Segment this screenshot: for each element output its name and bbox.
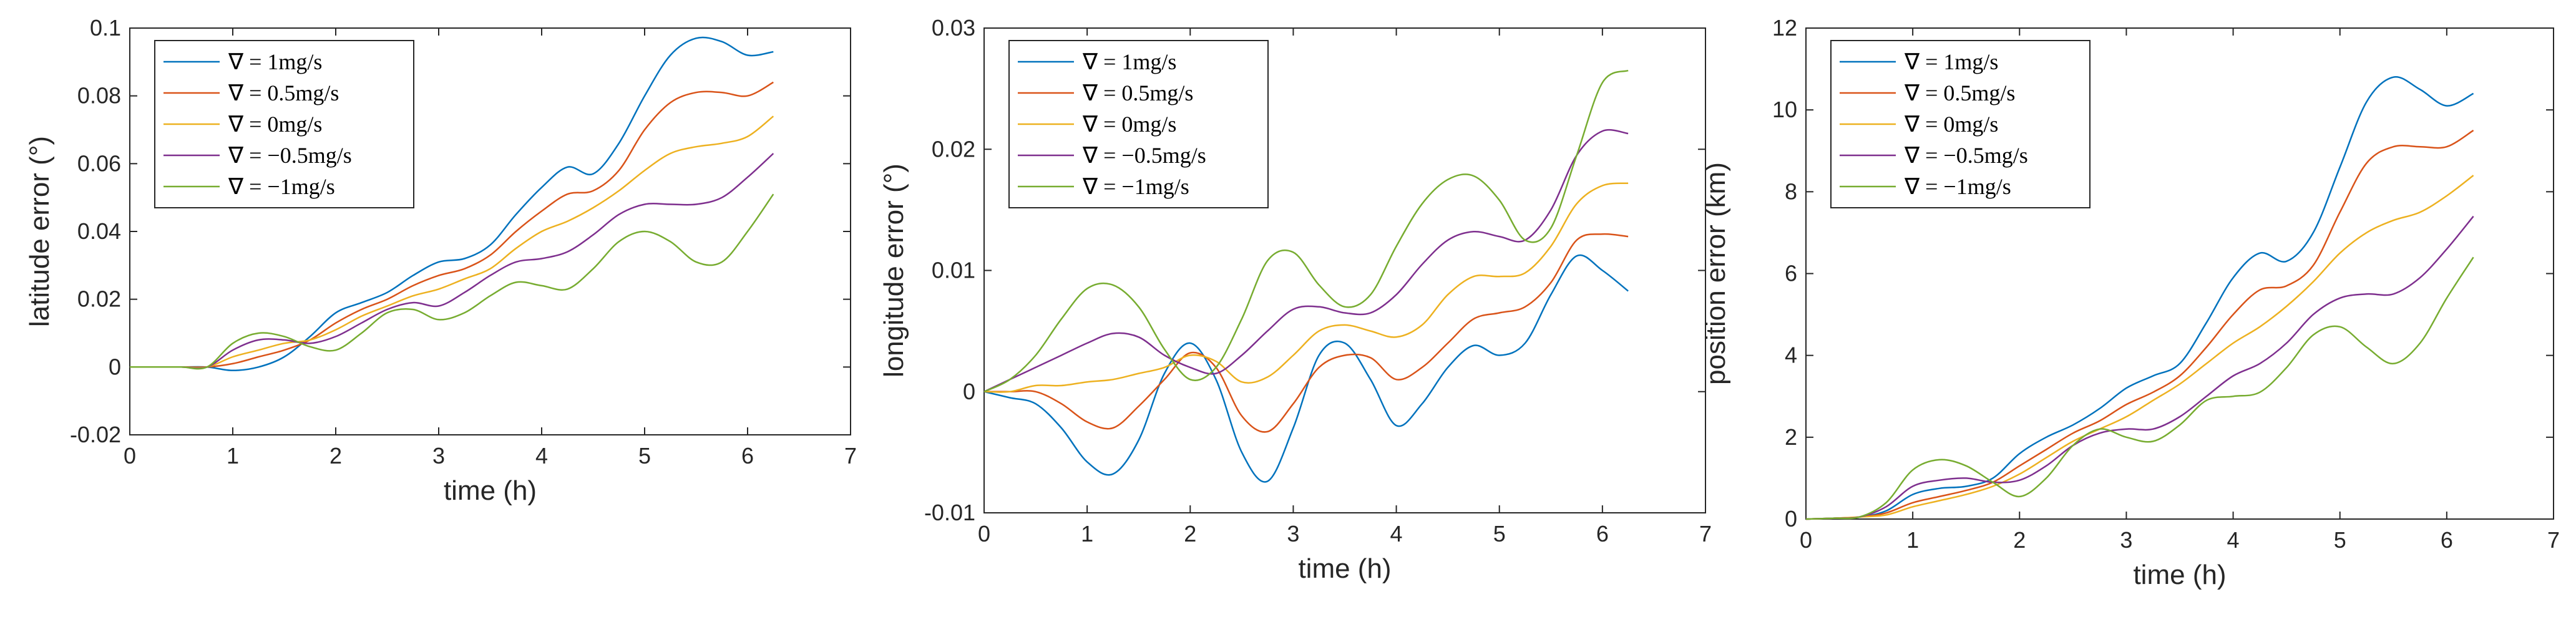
legend-entry-1: ∇ = 1mg/s bbox=[1082, 49, 1176, 74]
y-tick-label: 0.08 bbox=[77, 83, 121, 109]
y-tick-label: 0.1 bbox=[90, 15, 121, 41]
x-axis-label: time (h) bbox=[2133, 560, 2226, 590]
series-line-3 bbox=[130, 115, 774, 369]
series-line-2 bbox=[130, 81, 774, 368]
x-tick-label: 2 bbox=[1184, 521, 1196, 547]
x-tick-label: 7 bbox=[1699, 521, 1712, 547]
x-tick-label: 7 bbox=[844, 443, 857, 469]
x-tick-label: 7 bbox=[2547, 527, 2560, 553]
legend-entry-3: ∇ = 0mg/s bbox=[228, 112, 322, 137]
y-tick-label: 0.02 bbox=[77, 286, 121, 312]
x-tick-label: 6 bbox=[741, 443, 754, 469]
series-line-1 bbox=[983, 254, 1629, 483]
series-line-5 bbox=[1805, 256, 2474, 520]
series-line-4 bbox=[1805, 215, 2474, 520]
x-tick-label: 5 bbox=[1493, 521, 1506, 547]
series-line-1 bbox=[130, 36, 774, 372]
series-line-3 bbox=[1805, 175, 2474, 520]
legend-entry-3: ∇ = 0mg/s bbox=[1904, 112, 1998, 137]
x-axis-label: time (h) bbox=[1298, 553, 1391, 584]
y-tick-label: 4 bbox=[1785, 343, 1797, 368]
series-line-2 bbox=[1805, 129, 2474, 520]
legend-entry-4: ∇ = −0.5mg/s bbox=[1904, 143, 2028, 168]
x-axis-label: time (h) bbox=[444, 475, 537, 506]
x-tick-label: 0 bbox=[978, 521, 990, 547]
x-tick-label: 0 bbox=[124, 443, 136, 469]
y-tick-label: 8 bbox=[1785, 178, 1797, 204]
y-tick-label: 0 bbox=[1785, 506, 1797, 532]
x-tick-label: 3 bbox=[2120, 527, 2132, 553]
y-tick-label: 0.01 bbox=[932, 258, 975, 283]
x-tick-label: 6 bbox=[2441, 527, 2453, 553]
x-tick-label: 4 bbox=[1390, 521, 1403, 547]
y-axis-label: position error (km) bbox=[1700, 162, 1731, 385]
legend-entry-2: ∇ = 0.5mg/s bbox=[228, 80, 339, 105]
x-tick-label: 1 bbox=[227, 443, 239, 469]
legend: ∇ = 1mg/s ∇ = 0.5mg/s ∇ = 0mg/s ∇ = −0.5mg/… bbox=[1830, 40, 2091, 208]
y-axis-label: longitude error (°) bbox=[879, 163, 909, 377]
y-tick-label: 0.04 bbox=[77, 218, 121, 244]
series-line-1 bbox=[1805, 76, 2474, 520]
y-tick-label: 6 bbox=[1785, 261, 1797, 286]
y-tick-label: 2 bbox=[1785, 424, 1797, 450]
legend-entry-3: ∇ = 0mg/s bbox=[1082, 112, 1176, 137]
series-line-2 bbox=[983, 233, 1629, 433]
x-tick-label: 5 bbox=[638, 443, 651, 469]
legend-entry-2: ∇ = 0.5mg/s bbox=[1904, 80, 2015, 105]
x-tick-label: 3 bbox=[432, 443, 445, 469]
series-line-4 bbox=[130, 153, 774, 369]
x-tick-label: 1 bbox=[1081, 521, 1093, 547]
legend: ∇ = 1mg/s ∇ = 0.5mg/s ∇ = 0mg/s ∇ = −0.5mg/… bbox=[154, 40, 414, 208]
y-tick-label: 0.06 bbox=[77, 150, 121, 176]
legend-entry-1: ∇ = 1mg/s bbox=[1904, 49, 1998, 74]
y-tick-label: -0.01 bbox=[924, 500, 975, 525]
x-tick-label: 6 bbox=[1596, 521, 1609, 547]
series-line-5 bbox=[130, 193, 774, 370]
legend-entry-4: ∇ = −0.5mg/s bbox=[228, 143, 352, 168]
x-tick-label: 1 bbox=[1906, 527, 1919, 553]
x-tick-label: 5 bbox=[2334, 527, 2346, 553]
legend-entry-5: ∇ = −1mg/s bbox=[228, 174, 335, 199]
x-tick-label: 2 bbox=[2013, 527, 2026, 553]
y-tick-label: -0.02 bbox=[70, 422, 121, 447]
y-tick-label: 12 bbox=[1772, 15, 1797, 41]
x-tick-label: 4 bbox=[2227, 527, 2240, 553]
legend-entry-2: ∇ = 0.5mg/s bbox=[1082, 80, 1193, 105]
x-tick-label: 4 bbox=[535, 443, 548, 469]
y-axis-label: latitude error (°) bbox=[24, 136, 55, 327]
legend-entry-4: ∇ = −0.5mg/s bbox=[1082, 143, 1206, 168]
legend-entry-5: ∇ = −1mg/s bbox=[1904, 174, 2011, 199]
y-tick-label: 10 bbox=[1772, 97, 1797, 122]
x-tick-label: 0 bbox=[1800, 527, 1812, 553]
y-tick-label: 0.02 bbox=[932, 136, 975, 162]
legend-entry-1: ∇ = 1mg/s bbox=[228, 49, 322, 74]
x-tick-label: 3 bbox=[1287, 521, 1299, 547]
series-line-3 bbox=[983, 182, 1629, 393]
legend: ∇ = 1mg/s ∇ = 0.5mg/s ∇ = 0mg/s ∇ = −0.5mg/… bbox=[1008, 40, 1269, 208]
y-tick-label: 0 bbox=[109, 354, 121, 379]
legend-entry-5: ∇ = −1mg/s bbox=[1082, 174, 1189, 199]
y-tick-label: 0 bbox=[963, 379, 975, 404]
y-tick-label: 0.03 bbox=[932, 15, 975, 41]
x-tick-label: 2 bbox=[329, 443, 342, 469]
series-line-5 bbox=[983, 69, 1629, 392]
